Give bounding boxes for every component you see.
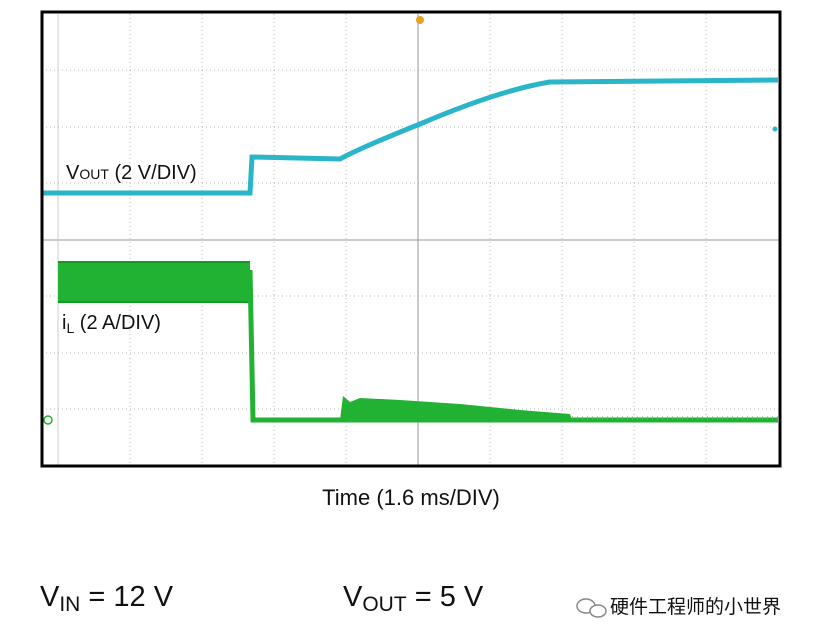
il-switching-band <box>58 262 250 302</box>
il-trace-label: iL (2 A/DIV) <box>62 312 161 336</box>
vout-condition: VOUT = 5 V <box>343 581 484 616</box>
vout-trace-label: VOUT (2 V/DIV) <box>66 162 197 184</box>
watermark: 硬件工程师的小世界 <box>610 596 781 618</box>
label-rest: (2 V/DIV) <box>109 162 197 184</box>
label-main: V <box>66 162 80 184</box>
channel-marker <box>43 415 53 425</box>
scope-frame <box>40 10 782 468</box>
il-trace <box>247 269 778 423</box>
marker <box>772 126 778 132</box>
label-sub: IN <box>59 593 80 616</box>
label-rest: (2 A/DIV) <box>74 312 161 334</box>
il-band-edge <box>58 261 250 303</box>
label-sub: OUT <box>362 593 407 616</box>
label-sub: L <box>66 320 74 336</box>
label-rest: = 5 V <box>407 581 484 613</box>
watermark-icon <box>576 598 607 618</box>
label-sub: OUT <box>79 166 109 182</box>
label-rest: = 12 V <box>80 581 173 613</box>
label-main: V <box>343 581 363 613</box>
label-main: V <box>40 581 60 613</box>
vout-trace <box>42 77 779 196</box>
trigger-marker <box>416 16 424 24</box>
label-main: i <box>62 312 66 334</box>
vin-condition: VIN = 12 V <box>40 581 174 616</box>
il-ripple <box>340 396 572 420</box>
time-label: Time (1.6 ms/DIV) <box>322 485 500 510</box>
icon-bubble <box>589 604 607 618</box>
